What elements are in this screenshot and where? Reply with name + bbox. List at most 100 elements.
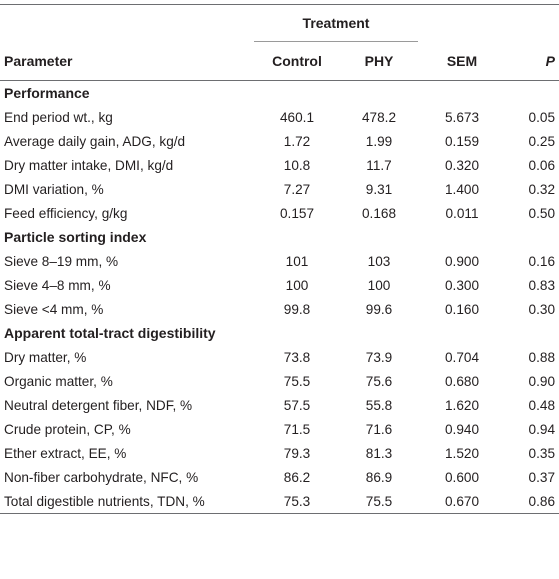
- cell-parameter: Crude protein, CP, %: [4, 421, 131, 437]
- cell-sem: 1.400: [445, 181, 480, 197]
- cell-sem: 0.300: [445, 277, 480, 293]
- results-table: Treatment Parameter Control PHY SEM P Pe…: [0, 4, 559, 514]
- cell-p: 0.48: [528, 397, 556, 413]
- cell-sem: 0.680: [445, 373, 480, 389]
- column-header-sem: SEM: [418, 41, 507, 81]
- header-spacer: [0, 4, 254, 42]
- cell-phy: 100: [367, 277, 391, 293]
- section-title: Performance: [4, 85, 90, 101]
- cell-parameter: Neutral detergent fiber, NDF, %: [4, 397, 193, 413]
- cell-control: 99.8: [283, 301, 311, 317]
- cell-sem: 0.704: [445, 349, 480, 365]
- section-header-row: Particle sorting index: [0, 225, 559, 249]
- cell-p: 0.25: [528, 133, 556, 149]
- cell-sem: 0.940: [445, 421, 480, 437]
- column-header-phy: PHY: [340, 41, 419, 81]
- cell-phy: 9.31: [365, 181, 393, 197]
- cell-control: 71.5: [283, 421, 311, 437]
- cell-p: 0.06: [528, 157, 556, 173]
- cell-sem: 1.620: [445, 397, 480, 413]
- treatment-group-header: Treatment: [254, 4, 419, 42]
- cell-phy: 11.7: [366, 157, 392, 173]
- cell-phy: 103: [367, 253, 391, 269]
- cell-p: 0.86: [506, 489, 559, 514]
- cell-p: 0.32: [528, 181, 556, 197]
- section-header-row: Performance: [0, 81, 559, 106]
- header-row-group: Treatment: [0, 4, 559, 42]
- cell-control: 1.72: [283, 133, 311, 149]
- table-row: Sieve <4 mm, % 99.8 99.6 0.160 0.30: [0, 297, 559, 321]
- cell-phy: 478.2: [361, 109, 397, 125]
- table-row: Neutral detergent fiber, NDF, % 57.5 55.8 1…: [0, 393, 559, 417]
- cell-p: 0.94: [528, 421, 556, 437]
- cell-p: 0.30: [528, 301, 556, 317]
- cell-parameter: Dry matter, %: [4, 349, 87, 365]
- cell-sem: 1.520: [445, 445, 480, 461]
- cell-control: 75.3: [254, 489, 340, 514]
- table-row: Ether extract, EE, % 79.3 81.3 1.520 0.35: [0, 441, 559, 465]
- section-title: Particle sorting index: [4, 229, 147, 245]
- section-title: Apparent total-tract digestibility: [4, 325, 216, 341]
- cell-parameter: End period wt., kg: [4, 109, 113, 125]
- cell-parameter: Ether extract, EE, %: [4, 445, 127, 461]
- cell-p: 0.88: [528, 349, 556, 365]
- cell-control: 75.5: [283, 373, 311, 389]
- cell-parameter: Feed efficiency, g/kg: [4, 205, 128, 221]
- header-spacer: [506, 4, 559, 42]
- cell-parameter: Sieve 4–8 mm, %: [4, 277, 111, 293]
- cell-control: 73.8: [283, 349, 311, 365]
- cell-phy: 75.6: [365, 373, 393, 389]
- cell-control: 10.8: [283, 157, 311, 173]
- table-row: Organic matter, % 75.5 75.6 0.680 0.90: [0, 369, 559, 393]
- cell-parameter: Dry matter intake, DMI, kg/d: [4, 157, 174, 173]
- cell-control: 0.157: [279, 205, 315, 221]
- cell-control: 101: [285, 253, 309, 269]
- header-row-columns: Parameter Control PHY SEM P: [0, 41, 559, 81]
- cell-phy: 0.168: [361, 205, 397, 221]
- cell-p: 0.50: [528, 205, 556, 221]
- cell-sem: 0.160: [445, 301, 480, 317]
- cell-p: 0.05: [528, 109, 556, 125]
- cell-sem: 0.320: [445, 157, 480, 173]
- cell-parameter: Average daily gain, ADG, kg/d: [4, 133, 186, 149]
- cell-sem: 0.159: [445, 133, 480, 149]
- cell-p: 0.35: [528, 445, 556, 461]
- cell-phy: 81.3: [365, 445, 393, 461]
- cell-control: 100: [285, 277, 309, 293]
- cell-sem: 0.670: [418, 489, 507, 514]
- cell-p: 0.83: [528, 277, 556, 293]
- cell-phy: 71.6: [365, 421, 393, 437]
- column-header-parameter: Parameter: [0, 41, 254, 81]
- cell-sem: 0.011: [445, 205, 479, 221]
- cell-phy: 1.99: [365, 133, 393, 149]
- cell-control: 79.3: [283, 445, 311, 461]
- cell-parameter: Sieve <4 mm, %: [4, 301, 104, 317]
- cell-parameter: Organic matter, %: [4, 373, 113, 389]
- cell-phy: 99.6: [365, 301, 393, 317]
- cell-p: 0.16: [528, 253, 556, 269]
- cell-control: 460.1: [279, 109, 315, 125]
- cell-parameter: Total digestible nutrients, TDN, %: [0, 489, 254, 514]
- cell-parameter: DMI variation, %: [4, 181, 104, 197]
- table-row: Average daily gain, ADG, kg/d 1.72 1.99 0.1…: [0, 129, 559, 153]
- cell-phy: 75.5: [340, 489, 419, 514]
- table-row: Sieve 8–19 mm, % 101 103 0.900 0.16: [0, 249, 559, 273]
- cell-control: 57.5: [283, 397, 311, 413]
- table-row: Total digestible nutrients, TDN, % 75.3 75…: [0, 489, 559, 514]
- treatment-label: Treatment: [302, 15, 370, 31]
- cell-sem: 5.673: [445, 109, 480, 125]
- cell-sem: 0.600: [445, 469, 480, 485]
- section-header-row: Apparent total-tract digestibility: [0, 321, 559, 345]
- table-row: DMI variation, % 7.27 9.31 1.400 0.32: [0, 177, 559, 201]
- cell-phy: 86.9: [365, 469, 393, 485]
- table-row: Dry matter, % 73.8 73.9 0.704 0.88: [0, 345, 559, 369]
- table-row: Crude protein, CP, % 71.5 71.6 0.940 0.94: [0, 417, 559, 441]
- table-body: Performance End period wt., kg 460.1 478.2 5…: [0, 81, 559, 514]
- cell-sem: 0.900: [445, 253, 480, 269]
- cell-control: 86.2: [283, 469, 311, 485]
- cell-parameter: Sieve 8–19 mm, %: [4, 253, 119, 269]
- cell-p: 0.37: [528, 469, 556, 485]
- cell-phy: 55.8: [365, 397, 393, 413]
- column-header-control: Control: [254, 41, 340, 81]
- table-row: End period wt., kg 460.1 478.2 5.673 0.05: [0, 105, 559, 129]
